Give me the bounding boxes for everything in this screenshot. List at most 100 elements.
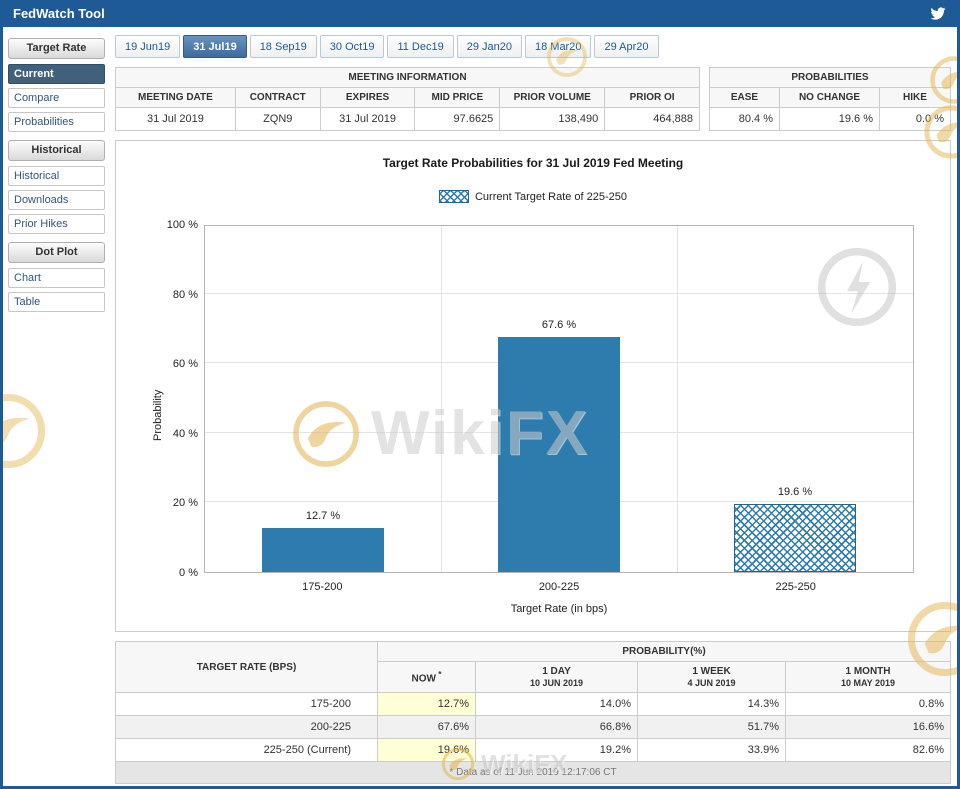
meeting-info-table: MEETING INFORMATION MEETING DATE CONTRACT… <box>115 67 700 131</box>
x-tick-label: 175-200 <box>302 581 343 593</box>
y-tick-label: 60 % <box>172 358 198 371</box>
x-tick-label: 200-225 <box>538 581 580 593</box>
prob-cell: 51.7% <box>637 715 786 739</box>
prob-cell: 82.6% <box>785 738 951 762</box>
sidebar-section-dot-plot[interactable]: Dot Plot <box>8 242 105 263</box>
y-tick-label: 80 % <box>172 288 198 301</box>
prob-cell: 14.0% <box>475 692 638 716</box>
sidebar-item-historical[interactable]: Historical <box>8 166 105 186</box>
sidebar-section-target-rate[interactable]: Target Rate <box>8 38 105 59</box>
tab-18-mar20[interactable]: 18 Mar20 <box>524 35 592 58</box>
tab-18-sep19[interactable]: 18 Sep19 <box>249 35 317 58</box>
bar-225-250 <box>734 503 856 572</box>
meeting-info-col-mid-price: MID PRICE <box>414 87 501 108</box>
chart-column-225-250: 19.6 % <box>677 226 913 572</box>
prob-cell: 33.9% <box>637 738 786 762</box>
y-tick-label: 0 % <box>179 567 198 579</box>
twitter-icon[interactable] <box>929 6 947 21</box>
table-row: 200-225 67.6% 66.8% 51.7% 16.6% <box>115 715 951 739</box>
prob-cell: 19.2% <box>475 738 638 762</box>
prob-cell: 67.6% <box>377 715 476 739</box>
probabilities-title: PROBABILITIES <box>709 67 951 88</box>
layout: Target Rate Current Compare Probabilities Hi… <box>3 27 957 786</box>
tab-29-jan20[interactable]: 29 Jan20 <box>456 35 522 58</box>
chart-column-175-200: 12.7 % <box>205 226 441 572</box>
probabilities-col-ease: EASE <box>709 87 780 108</box>
chart-legend: Current Target Rate of 225-250 <box>116 190 950 203</box>
tab-29-apr20[interactable]: 29 Apr20 <box>594 35 659 58</box>
x-tick-labels: 175-200 200-225 225-250 <box>204 581 914 593</box>
probabilities-col-no-change: NO CHANGE <box>779 87 880 108</box>
prob-col-1-week: 1 WEEK 4 JUN 2019 <box>637 661 786 693</box>
chart-panel: Target Rate Probabilities for 31 Jul 201… <box>115 140 951 632</box>
meeting-info-value-row: 31 Jul 2019 ZQN9 31 Jul 2019 97.6625 138,490… <box>115 107 700 131</box>
prob-col-now: NOW * <box>377 661 476 693</box>
meeting-info-col-meeting-date: MEETING DATE <box>115 87 236 108</box>
table-row: 225-250 (Current) 19.6% 19.2% 33.9% 82.6% <box>115 738 951 762</box>
date-tabs: 19 Jun19 31 Jul19 18 Sep19 30 Oct19 11 Dec19… <box>115 35 951 58</box>
probabilities-col-hike: HIKE <box>879 87 951 108</box>
prob-cell: 12.7% <box>377 692 476 716</box>
probability-history-table: TARGET RATE (BPS) PROBABILITY(%) NOW * 1 … <box>115 641 951 784</box>
meeting-info-value: 31 Jul 2019 <box>319 107 416 131</box>
chart-title: Target Rate Probabilities for 31 Jul 201… <box>382 156 684 170</box>
bar-175-200 <box>262 527 384 572</box>
data-asof-note: * Data as of 11 Jun 2019 12:17:06 CT <box>115 761 951 784</box>
prob-cell: 14.3% <box>637 692 786 716</box>
prob-col-1-day: 1 DAY 10 JUN 2019 <box>475 661 638 693</box>
sidebar-item-downloads[interactable]: Downloads <box>8 190 105 210</box>
sidebar: Target Rate Current Compare Probabilities Hi… <box>8 35 105 780</box>
prob-cell: 66.8% <box>475 715 638 739</box>
sidebar-item-table[interactable]: Table <box>8 292 105 312</box>
prob-col-1-month: 1 MONTH 10 MAY 2019 <box>785 661 951 693</box>
meeting-info-col-prior-volume: PRIOR VOLUME <box>499 87 606 108</box>
probabilities-value: 19.6 % <box>779 107 880 131</box>
sidebar-item-current[interactable]: Current <box>8 64 105 84</box>
sidebar-item-chart[interactable]: Chart <box>8 268 105 288</box>
tab-31-jul19[interactable]: 31 Jul19 <box>183 35 247 58</box>
main-content: 19 Jun19 31 Jul19 18 Sep19 30 Oct19 11 Dec19… <box>115 35 951 784</box>
probability-table-body: 175-200 12.7% 14.0% 14.3% 0.8% 200-225 67.6% 66… <box>115 692 951 762</box>
y-tick-label: 20 % <box>172 497 198 510</box>
meeting-info-value: 464,888 <box>604 107 700 131</box>
probabilities-value-row: 80.4 % 19.6 % 0.0 % <box>709 107 951 131</box>
meeting-info-col-prior-oi: PRIOR OI <box>604 87 700 108</box>
meeting-info-value: 97.6625 <box>414 107 501 131</box>
legend-swatch-icon <box>438 190 469 203</box>
chart-area: Probability 12.7 % 67.6 % 19.6 % 175-200 20… <box>116 141 950 631</box>
bar-200-225 <box>498 336 620 572</box>
tab-19-jun19[interactable]: 19 Jun19 <box>115 35 181 58</box>
meeting-info-value: ZQN9 <box>234 107 321 131</box>
probabilities-value: 0.0 % <box>879 107 951 131</box>
x-tick-label: 225-250 <box>775 581 816 593</box>
row-label: 225-250 (Current) <box>115 738 378 762</box>
legend-label: Current Target Rate of 225-250 <box>474 190 628 203</box>
row-label: 175-200 <box>115 692 378 716</box>
probabilities-value: 80.4 % <box>709 107 780 131</box>
meeting-info-col-contract: CONTRACT <box>234 87 321 108</box>
sidebar-item-prior-hikes[interactable]: Prior Hikes <box>8 214 105 234</box>
row-label: 200-225 <box>115 715 378 739</box>
y-tick-label: 100 % <box>166 219 198 231</box>
prob-cell: 0.8% <box>785 692 951 716</box>
meeting-info-value: 31 Jul 2019 <box>115 107 236 131</box>
meeting-info-value: 138,490 <box>499 107 606 131</box>
prob-cell: 19.6% <box>377 738 476 762</box>
x-axis-title: Target Rate (in bps) <box>510 603 608 615</box>
y-tick-label: 40 % <box>172 427 198 440</box>
prob-cell: 16.6% <box>785 715 951 739</box>
tab-11-dec19[interactable]: 11 Dec19 <box>387 35 454 58</box>
bar-value-label: 19.6 % <box>777 485 813 498</box>
tab-30-oct19[interactable]: 30 Oct19 <box>319 35 385 58</box>
bar-value-label: 67.6 % <box>541 318 577 331</box>
gridline <box>441 226 442 572</box>
meeting-info-header-row: MEETING DATE CONTRACT EXPIRES MID PRICE PRIO… <box>115 87 700 108</box>
info-row: MEETING INFORMATION MEETING DATE CONTRACT… <box>115 67 951 131</box>
sidebar-item-compare[interactable]: Compare <box>8 88 105 108</box>
meeting-info-title: MEETING INFORMATION <box>115 67 700 88</box>
sidebar-section-historical[interactable]: Historical <box>8 140 105 161</box>
plot-area: 12.7 % 67.6 % 19.6 % <box>204 225 914 573</box>
sidebar-item-probabilities[interactable]: Probabilities <box>8 112 105 132</box>
table-row: 175-200 12.7% 14.0% 14.3% 0.8% <box>115 692 951 716</box>
